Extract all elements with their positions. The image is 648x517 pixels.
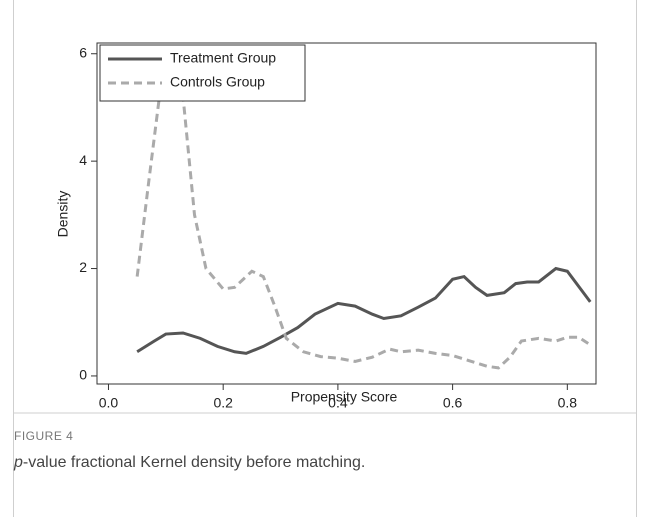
caption-text: -value fractional Kernel density before … (23, 454, 365, 471)
y-tick-label: 6 (79, 44, 87, 60)
caption-italic: p (13, 454, 23, 471)
series-line (135, 60, 592, 370)
legend-label: Treatment Group (170, 50, 276, 66)
x-axis-label: Propensity Score (291, 389, 398, 405)
y-axis-label: Density (55, 191, 71, 238)
x-tick-label: 0.2 (213, 395, 233, 411)
x-tick-label: 0.4 (328, 395, 348, 411)
legend-box (99, 44, 306, 102)
x-tick-label: 0.8 (558, 395, 578, 411)
y-tick-label: 0 (79, 367, 87, 383)
y-tick-label: 4 (79, 152, 87, 168)
plot-frame (96, 42, 597, 385)
y-tick-label: 2 (79, 259, 87, 275)
figure-label: FIGURE 4 (14, 429, 73, 443)
x-tick-label: 0.6 (443, 395, 463, 411)
legend-label: Controls Group (170, 74, 265, 90)
figure-frame (13, 0, 637, 517)
series-line (136, 266, 592, 355)
x-tick-label: 0.0 (99, 395, 119, 411)
caption: p-value fractional Kernel density before… (13, 454, 365, 471)
